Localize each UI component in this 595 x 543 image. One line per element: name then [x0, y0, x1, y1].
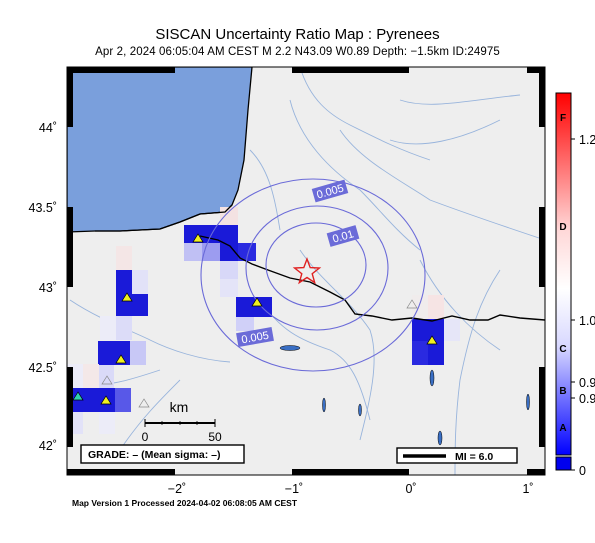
colorbar: F D C B A 1.2 1.0 0.9 0.9 0 [555, 92, 595, 478]
grade-letter-f: F [560, 113, 566, 124]
station-marker [426, 335, 438, 345]
lon-tick: −1˚ [285, 482, 303, 496]
lon-axis: −2˚ −1˚ 0˚ 1˚ [168, 482, 534, 496]
lon-tick: 0˚ [405, 482, 416, 496]
grade-letter-b: B [559, 386, 566, 397]
station-marker [251, 297, 263, 307]
reservoirs [279, 345, 530, 446]
grade-box [80, 444, 245, 464]
uncertainty-contours [200, 178, 426, 372]
grade-letter-c: C [559, 344, 566, 355]
station-marker [72, 391, 84, 401]
colorbar-value: 1.2 [579, 133, 595, 147]
scale-bar: km 0 50 [142, 399, 222, 444]
lat-tick: 42.5˚ [29, 361, 58, 375]
station-marker [138, 398, 150, 408]
lat-tick: 43.5˚ [29, 201, 58, 215]
colorbar-value: 0.9 [579, 376, 595, 390]
map-panel: 0.005 0.01 0.005 [67, 67, 545, 475]
station-marker [121, 292, 133, 302]
contour-label-inner: 0.01 [331, 228, 355, 245]
station-marker [115, 354, 127, 364]
scale-max: 50 [208, 430, 222, 444]
station-marker [406, 299, 418, 309]
coastline [95, 204, 233, 232]
colorbar-value: 1.0 [579, 314, 595, 328]
processing-footer: Map Version 1 Processed 2024-04-02 06:08… [72, 498, 298, 508]
epicenter-star-icon [292, 256, 322, 285]
lat-axis: 44˚ 43.5˚ 43˚ 42.5˚ 42˚ [29, 121, 58, 453]
grade-text: GRADE: – (Mean sigma: –) [88, 449, 220, 461]
station-marker [192, 233, 204, 243]
colorbar-value: 0 [579, 464, 586, 478]
contour-label-middle: 0.005 [241, 330, 270, 347]
station-marker [101, 375, 113, 385]
lat-tick: 42˚ [39, 439, 57, 453]
event-info: Apr 2, 2024 06:05:04 AM CEST M 2.2 N43.0… [95, 46, 500, 58]
grade-letter-a: A [559, 423, 566, 434]
mi-legend-text: MI = 6.0 [455, 451, 493, 463]
stations [72, 233, 438, 408]
mi-legend-box [396, 447, 518, 464]
colorbar-value: 0.9 [579, 392, 595, 406]
lat-tick: 44˚ [39, 121, 57, 135]
map-frame [66, 66, 546, 476]
map-title: SISCAN Uncertainty Ratio Map : Pyrenees [155, 26, 440, 43]
scale-unit: km [170, 399, 189, 415]
grade-letter-d: D [559, 222, 566, 233]
station-marker [100, 395, 112, 405]
border-line [199, 235, 545, 322]
scale-min: 0 [142, 430, 149, 444]
lon-tick: −2˚ [168, 482, 186, 496]
lat-tick: 43˚ [39, 281, 57, 295]
lon-tick: 1˚ [522, 482, 533, 496]
